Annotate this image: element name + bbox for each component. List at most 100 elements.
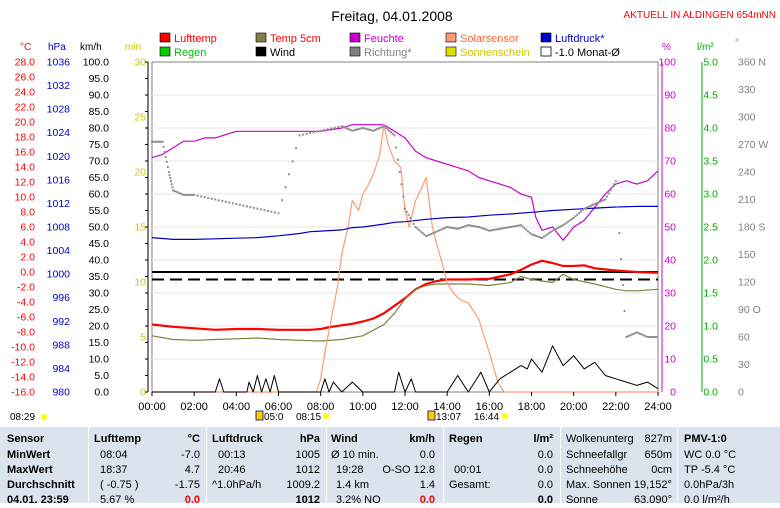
x-tick-label: 12:00 [391,401,419,413]
direction-point [604,198,607,201]
y-tick-label-temp: 8.0 [20,207,35,219]
direction-point [511,225,514,228]
direction-point [312,131,315,134]
sensor-row-label: Durchschnitt [7,479,75,491]
direction-point [337,125,340,128]
sun-time-0: 05:0 [264,412,284,423]
direction-point [495,228,498,231]
direction-point [454,227,457,230]
col-divider [326,427,327,503]
x-tick-label: 08:00 [307,401,335,413]
direction-point [551,229,554,232]
direction-point [242,204,245,207]
luftdruck-value: 1005 [295,449,320,461]
wind-value: O-SO 12.8 [382,464,435,476]
weather-label-2: Schneehöhe [566,464,628,476]
direction-point [351,129,354,132]
y-tick-label-wind: 100.0 [83,57,109,69]
direction-point [584,206,587,209]
direction-point [456,227,459,230]
direction-point [388,129,391,132]
y-tick-label-temp: 0.0 [20,267,35,279]
sun-time-1: 08:15 [296,412,321,423]
y-tick-label-pressure: 1004 [47,245,71,257]
current-time-sun-icon [41,414,47,420]
series-feuchte [151,124,659,241]
direction-point [386,128,389,131]
y-tick-label-wind: 10.0 [89,354,110,366]
direction-point [467,224,470,227]
direction-point [238,203,241,206]
y-tick-label-wind: 80.0 [89,123,110,135]
direction-point [372,129,375,132]
direction-point [398,171,401,173]
legend-monat: -1.0 Monat-Ø [555,47,620,59]
y-tick-label-pressure: 1032 [47,80,71,92]
x-tick-label: 04:00 [223,401,251,413]
y-tick-label-wind: 45.0 [89,238,110,250]
direction-point [625,336,628,338]
direction-point [384,126,387,129]
direction-point [231,202,234,205]
y-tick-label-wind: 40.0 [89,255,110,267]
direction-point [361,127,364,129]
direction-point [184,193,187,196]
direction-point [476,225,479,228]
direction-point [358,127,361,130]
x-tick-label: 10:00 [349,401,377,413]
direction-point [504,226,507,229]
y-tick-label-humidity: 50 [664,222,676,234]
y-tick-label-direction: 240 [738,167,756,179]
current-time: 08:29 [10,412,35,423]
sensor-row-label: MaxWert [7,464,53,476]
direction-point [400,183,403,186]
direction-point [542,235,545,238]
pmv-value-0: WC 0.0 °C [684,449,737,461]
direction-point [389,131,392,134]
direction-point [470,224,473,227]
col-divider [206,427,207,503]
y-tick-label-sun: 30 [134,57,146,69]
direction-point [428,233,431,236]
direction-point [579,210,582,213]
unit-humidity: % [662,42,671,53]
wind-label: Ø 10 min. [331,449,379,461]
direction-point [463,225,466,228]
direction-point [509,226,512,228]
direction-point [210,197,213,200]
sunrise-icon [255,410,264,421]
direction-point [590,204,593,207]
unit-sun: min [125,42,141,53]
x-tick-label: 24:00 [644,401,672,413]
x-tick-label: 18:00 [518,401,546,413]
direction-point [541,237,544,239]
direction-point [507,226,510,229]
regen-value: 0.0 [537,479,553,491]
direction-point [472,225,475,228]
regen-value: 0.0 [537,464,553,476]
direction-point [360,127,363,130]
legend-swatch-lufttemp [159,32,171,43]
direction-point [404,207,406,210]
y-tick-label-wind: 5.0 [94,370,109,382]
legend-swatch-richtung [349,46,361,57]
col-divider [677,427,678,503]
x-tick-label: 16:00 [476,401,504,413]
weather-value-4: 63.090° [633,494,672,506]
direction-point [493,228,496,231]
direction-point [154,140,157,143]
y-tick-label-rain: 4.5 [703,90,718,102]
direction-point [152,140,155,143]
regen-label: 00:01 [454,464,482,476]
direction-point [193,193,196,196]
regen-unit: l/m² [533,433,553,445]
direction-point [409,216,412,219]
regen-head: Regen [449,433,483,445]
direction-point [165,160,168,163]
direction-point [235,203,238,206]
regen-value: 0.0 [537,494,553,506]
direction-point [641,333,644,336]
direction-point [346,127,349,130]
direction-point [319,129,322,132]
y-tick-label-direction: 330 [738,84,756,96]
